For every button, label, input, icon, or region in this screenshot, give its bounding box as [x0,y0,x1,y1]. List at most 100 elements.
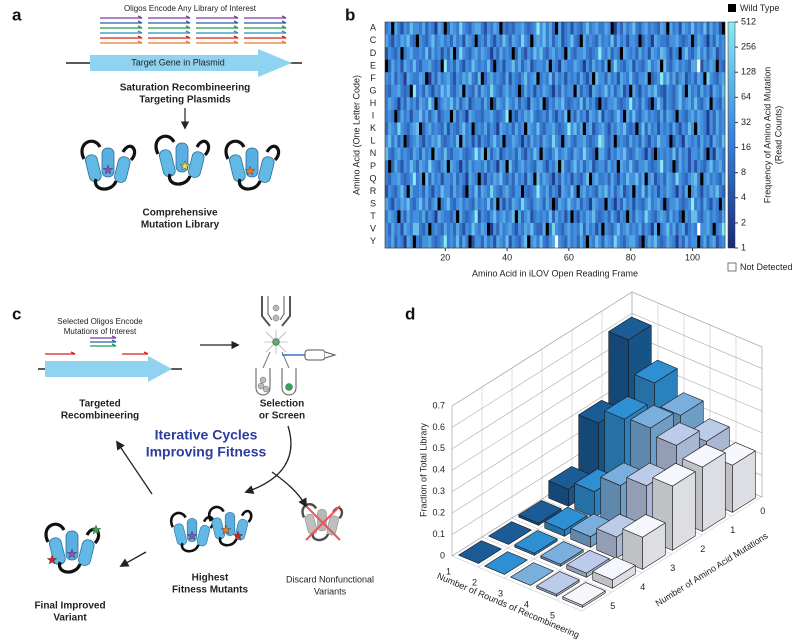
heat-cell [412,172,417,186]
heat-cell [607,147,611,161]
heat-cell [604,109,608,123]
heat-cell [697,222,701,236]
z-axis-title: Fraction of Total Library [418,423,428,517]
heat-cell [657,109,661,123]
heat-cell [684,109,689,123]
heat-cell [669,97,673,111]
heat-cell [456,172,460,186]
heat-cell [505,185,509,199]
heat-cell [456,97,460,111]
heat-cell [391,210,395,224]
heat-cell [415,160,420,173]
y-tick-label: I [372,111,375,121]
heat-cell [480,135,485,148]
heat-cell [700,109,704,123]
bar-face [484,551,528,575]
heat-cell [422,97,426,111]
bar [518,500,562,526]
heat-cell [545,97,550,111]
heat-cell [592,235,596,249]
heat-cell [551,222,556,236]
heat-cell [415,59,420,73]
heat-cell [415,47,420,60]
heat-cell [422,210,426,224]
heat-cell [687,122,692,136]
colorbar-title: (Read Counts) [773,106,783,165]
heat-cell [477,97,482,111]
heat-cell [409,72,414,86]
heat-cell [425,122,429,136]
heat-cell [406,84,411,98]
heat-cell [589,97,593,111]
heat-cell [542,197,547,211]
heat-cell [570,122,574,136]
heat-cell [533,185,537,199]
heat-cell [539,34,543,48]
heat-cell [663,160,667,173]
heat-cell [555,135,559,148]
heat-cell [715,135,720,148]
heat-cell [567,197,571,211]
heat-cell [394,72,398,86]
heat-cell [508,47,513,60]
heat-cell [487,210,491,224]
heat-cell [453,135,457,148]
heat-cell [527,135,531,148]
heat-cell [561,210,565,224]
heat-cell [644,97,649,111]
heat-cell [419,185,423,199]
heat-cell [555,147,559,161]
heat-cell [613,72,618,86]
heat-cell [477,109,482,123]
heat-cell [527,197,531,211]
wild-type-cell [650,97,654,110]
heat-cell [576,109,581,123]
heat-cell [388,72,392,86]
heat-cell [687,97,692,111]
heat-cell [706,122,710,136]
heat-cell [487,185,491,199]
heat-cell [718,210,723,224]
heat-cell [663,34,667,48]
heat-cell [480,147,485,161]
oligo [100,15,143,19]
heat-cell [592,109,596,123]
heat-cell [468,72,472,86]
heat-cell [496,160,500,173]
heat-cell [471,109,475,123]
heat-cell [388,34,392,48]
heat-cell [483,235,488,249]
heat-cell [530,72,534,86]
protein [224,139,281,191]
heat-cell [409,222,414,236]
heat-cell [697,34,701,48]
heat-cell [490,84,494,98]
heat-cell [607,135,611,148]
heat-cell [403,47,407,60]
heat-cell [700,222,704,236]
heat-cell [660,22,664,35]
heat-cell [521,135,525,148]
depth-tick-label: 3 [670,563,675,573]
heat-cell [471,97,475,111]
heat-cell [440,72,445,86]
heat-cell [468,160,472,173]
heat-cell [412,22,417,35]
heat-cell [675,160,679,173]
heat-cell [428,84,432,98]
heat-cell [709,59,713,73]
heat-cell [721,135,726,148]
heat-cell [524,147,528,161]
heat-cell [718,84,723,98]
panel-label: a [12,5,22,24]
heat-cell [604,147,608,161]
heat-cell [487,135,491,148]
heat-cell [496,84,500,98]
heat-cell [672,185,676,199]
heat-cell [419,22,423,35]
heat-cell [721,235,726,249]
heat-cell [678,122,683,136]
heat-cell [678,135,683,148]
heat-cell [533,235,537,249]
heat-cell [508,160,513,173]
